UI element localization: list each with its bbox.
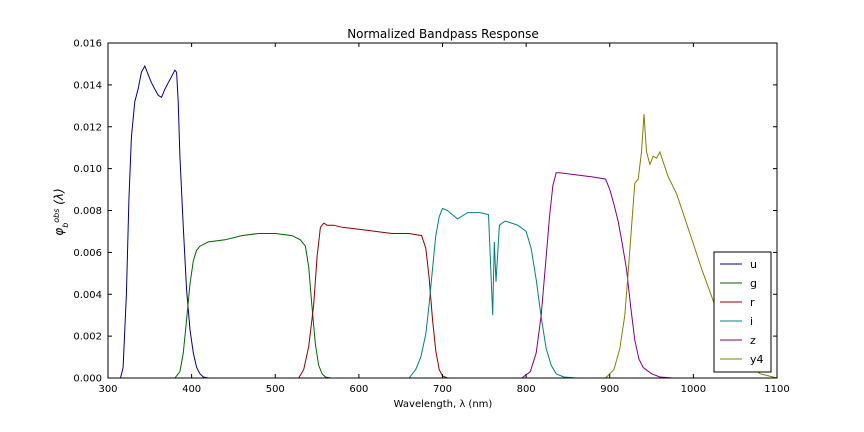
y-tick-label: 0.016	[73, 39, 102, 50]
legend-label-u: u	[750, 258, 757, 271]
x-tick-label: 800	[517, 384, 536, 395]
legend-label-y4: y4	[750, 353, 764, 366]
x-tick-label: 1100	[764, 384, 789, 395]
series-line-g	[108, 233, 777, 379]
x-tick-label: 600	[349, 384, 368, 395]
legend-box	[713, 251, 772, 373]
x-tick-label: 700	[433, 384, 452, 395]
y-tick-label: 0.014	[73, 80, 102, 91]
y-tick-label: 0.012	[73, 122, 102, 133]
legend-label-z: z	[750, 334, 756, 347]
y-tick-label: 0.006	[73, 248, 102, 259]
x-tick-label: 900	[600, 384, 619, 395]
chart-title: Normalized Bandpass Response	[347, 27, 539, 41]
y-tick-label: 0.002	[73, 332, 102, 343]
series-line-i	[108, 207, 777, 379]
plot-lines	[108, 64, 778, 379]
legend-label-i: i	[750, 315, 753, 328]
y-tick-label: 0.010	[73, 164, 102, 175]
series-line-y4	[108, 114, 778, 379]
legend-label-g: g	[750, 277, 757, 290]
y-tick-label: 0.000	[73, 374, 102, 385]
x-axis-label: Wavelength, λ (nm)	[394, 399, 493, 410]
x-tick-label: 500	[266, 384, 285, 395]
plot-frame	[107, 42, 778, 379]
y-tick-label: 0.008	[73, 206, 102, 217]
y-tick-label: 0.004	[73, 290, 102, 301]
axis-ticks: 300 400 500 600 700 800 900 1000 1100 0.000 0.002 0…	[73, 39, 789, 396]
x-tick-label: 300	[98, 384, 117, 395]
legend-label-r: r	[750, 296, 755, 309]
y-axis-label: φbobs (λ)	[52, 188, 70, 235]
series-line-z	[108, 172, 777, 379]
x-tick-label: 1000	[681, 384, 706, 395]
x-tick-label: 400	[182, 384, 201, 395]
series-line-r	[108, 222, 777, 379]
series-line-u	[108, 64, 777, 379]
